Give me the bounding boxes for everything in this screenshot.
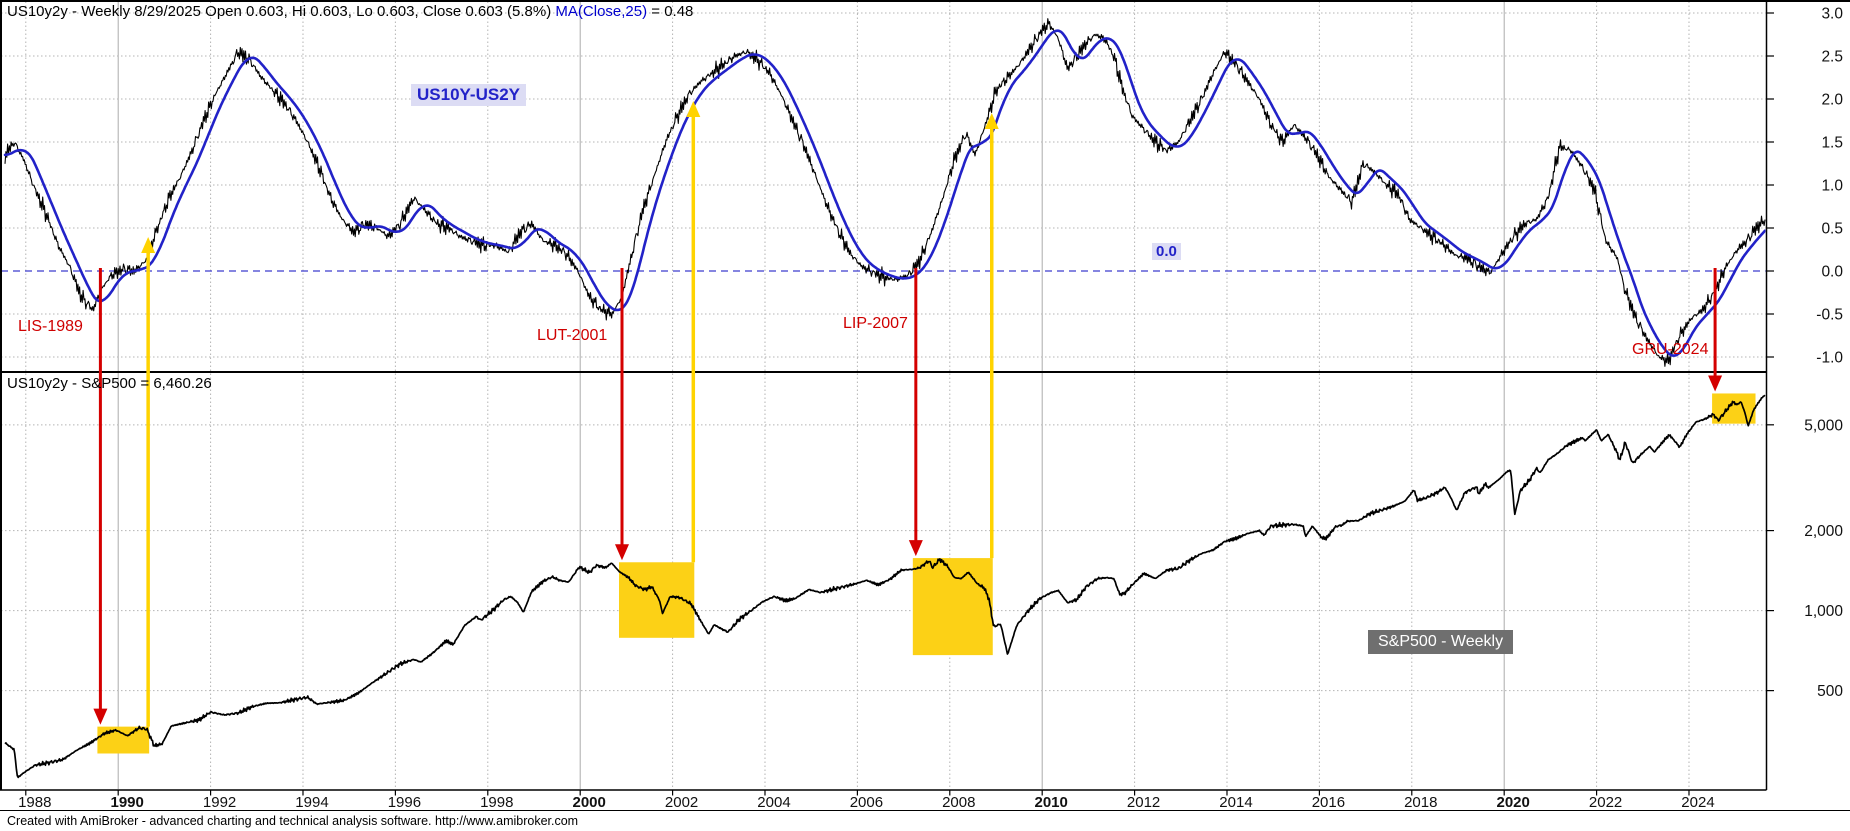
panel1-plot <box>3 18 1766 367</box>
x-tick-label-2012: 2012 <box>1127 794 1160 810</box>
p2-ytick-label-1,000: 1,000 <box>1804 603 1843 620</box>
x-tick-label-2024: 2024 <box>1681 794 1714 810</box>
x-tick-label-2006: 2006 <box>850 794 883 810</box>
x-tick-label-2000: 2000 <box>573 794 606 810</box>
red-down-arrowhead-lip-2007 <box>908 540 923 557</box>
yellow-up-arrowhead-lut-2001 <box>686 101 701 117</box>
chart-canvas[interactable]: 1988 1990 1992 1994 1996 1998 2000 2002 2004 2006… <box>0 0 1850 810</box>
red-down-arrowhead-lut-2001 <box>614 544 629 561</box>
panel2-title: US10y2y - S&P500 = 6,460.26 <box>7 375 212 392</box>
signal-arrows <box>93 101 1723 727</box>
spread-weekly-line <box>4 18 1766 367</box>
p1-ytick-label-1.0: 1.0 <box>1821 178 1843 195</box>
yellow-up-arrowhead-lis-1989 <box>141 237 156 253</box>
zero-line-label: 0.0 <box>1152 243 1181 260</box>
x-tick-label-2018: 2018 <box>1404 794 1437 810</box>
p1-ytick-label--0.5: -0.5 <box>1816 307 1843 324</box>
x-tick-label-2004: 2004 <box>757 794 790 810</box>
red-down-arrowhead-lis-1989 <box>93 708 108 725</box>
series-label-us10y-us2y: US10Y-US2Y <box>411 84 526 106</box>
x-tick-label-2014: 2014 <box>1219 794 1252 810</box>
sp500-price-line <box>4 394 1766 779</box>
axis-labels: 1988 1990 1992 1994 1996 1998 2000 2002 2004 2006… <box>18 6 1843 811</box>
panel2-plot <box>4 393 1766 779</box>
event-label-lut-2001: LUT-2001 <box>537 327 608 344</box>
x-tick-label-1992: 1992 <box>203 794 236 810</box>
gridlines <box>1 1 1766 789</box>
footer-credit-text: Created with AmiBroker - advanced charti… <box>7 814 579 828</box>
ma-close-25-line <box>3 29 1766 357</box>
p1-ytick-label-0.5: 0.5 <box>1821 221 1843 238</box>
p1-ytick-label--1.0: -1.0 <box>1816 350 1843 367</box>
p1-ytick-label-0.0: 0.0 <box>1821 264 1843 281</box>
panel1-title: US10y2y - Weekly 8/29/2025 Open 0.603, H… <box>7 3 693 20</box>
x-tick-label-1998: 1998 <box>480 794 513 810</box>
event-label-lip-2007: LIP-2007 <box>843 315 908 332</box>
event-highlight-box-lis-1989 <box>97 726 150 754</box>
p1-ytick-label-1.5: 1.5 <box>1821 135 1843 152</box>
p1-ytick-label-3.0: 3.0 <box>1821 6 1843 23</box>
p2-ytick-label-2,000: 2,000 <box>1804 523 1843 540</box>
x-tick-label-2010: 2010 <box>1035 794 1068 810</box>
p1-ytick-label-2.5: 2.5 <box>1821 49 1843 66</box>
event-highlight-box-lip-2007 <box>912 558 993 656</box>
panel-borders <box>0 0 1850 791</box>
yellow-up-arrowhead-lip-2007 <box>984 113 999 129</box>
x-tick-label-1996: 1996 <box>388 794 421 810</box>
footer-credit-bar: Created with AmiBroker - advanced charti… <box>0 810 1850 831</box>
panel1-title-ma-label: MA(Close,25) <box>555 3 648 20</box>
sp500-weekly-badge: S&P500 - Weekly <box>1368 630 1514 654</box>
event-highlight-box-lut-2001 <box>618 562 695 638</box>
p2-ytick-label-500: 500 <box>1817 683 1843 700</box>
p1-ytick-label-2.0: 2.0 <box>1821 92 1843 109</box>
x-tick-label-1990: 1990 <box>111 794 144 810</box>
x-tick-label-2022: 2022 <box>1589 794 1622 810</box>
x-tick-label-2020: 2020 <box>1497 794 1530 810</box>
panel1-title-ma-value: = 0.48 <box>647 3 694 20</box>
x-tick-label-1994: 1994 <box>295 794 328 810</box>
p2-ytick-label-5,000: 5,000 <box>1804 417 1843 434</box>
event-label-gru-2024: GRU-2024 <box>1632 341 1709 358</box>
x-tick-label-2016: 2016 <box>1312 794 1345 810</box>
x-tick-label-2002: 2002 <box>665 794 698 810</box>
panel1-title-main: US10y2y - Weekly 8/29/2025 Open 0.603, H… <box>7 3 556 20</box>
event-label-lis-1989: LIS-1989 <box>18 318 83 335</box>
x-tick-label-1988: 1988 <box>18 794 51 810</box>
red-down-arrowhead-gru-2024 <box>1708 375 1723 392</box>
x-tick-label-2008: 2008 <box>942 794 975 810</box>
